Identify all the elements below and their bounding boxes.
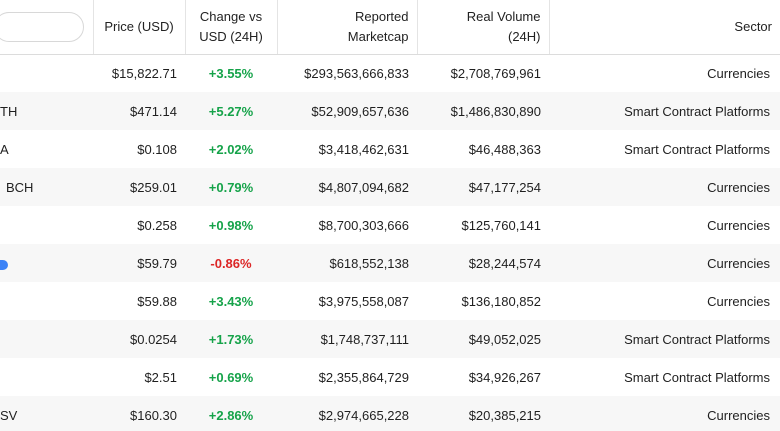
asset-name-label: BCH bbox=[6, 179, 34, 195]
table-row[interactable]: BCH $259.01 +0.79% $4,807,094,682 $47,177,25… bbox=[0, 168, 780, 206]
price-cell: $259.01 bbox=[93, 168, 185, 206]
change-cell: +1.73% bbox=[185, 320, 277, 358]
table-header-row: Price (USD) Change vs USD (24H) Reported… bbox=[0, 0, 780, 55]
change-cell: +0.69% bbox=[208, 369, 254, 385]
volume-cell: $47,177,254 bbox=[417, 168, 549, 206]
asset-name-label: A bbox=[0, 141, 9, 157]
table-row[interactable]: A $0.108 +2.02% $3,418,462,631 $46,488,363 Sm… bbox=[0, 130, 780, 168]
change-header-label-line2: USD (24H) bbox=[199, 28, 263, 44]
sector-cell: Smart Contract Platforms bbox=[624, 369, 770, 385]
volume-cell: $46,488,363 bbox=[468, 141, 541, 157]
asset-name-cell[interactable]: BCH bbox=[0, 168, 93, 206]
change-cell: -0.86% bbox=[185, 244, 277, 282]
price-cell: $15,822.71 bbox=[111, 65, 177, 81]
asset-name-cell[interactable]: SV bbox=[0, 396, 93, 431]
change-cell: +0.98% bbox=[208, 217, 254, 233]
table-row[interactable]: $59.88 +3.43% $3,975,558,087 $136,180,852 Cu… bbox=[0, 282, 780, 320]
sector-cell: Currencies bbox=[707, 217, 770, 233]
asset-name-cell[interactable] bbox=[0, 358, 93, 396]
asset-name-cell[interactable] bbox=[0, 320, 93, 358]
volume-cell: $34,926,267 bbox=[468, 369, 541, 385]
change-cell: +3.55% bbox=[208, 65, 254, 81]
volume-cell: $125,760,141 bbox=[461, 217, 541, 233]
asset-name-cell[interactable]: TH bbox=[0, 92, 93, 130]
asset-name-label: SV bbox=[0, 407, 18, 423]
change-cell: +5.27% bbox=[185, 92, 277, 130]
sector-cell: Currencies bbox=[549, 396, 780, 431]
volume-cell: $20,385,215 bbox=[417, 396, 549, 431]
table-row[interactable]: SV $160.30 +2.86% $2,974,665,228 $20,385,215… bbox=[0, 396, 780, 431]
price-cell: $0.258 bbox=[137, 217, 177, 233]
asset-name-cell[interactable] bbox=[0, 54, 93, 92]
volume-cell: $49,052,025 bbox=[417, 320, 549, 358]
price-header-label: Price (USD) bbox=[104, 18, 174, 34]
shield-icon bbox=[0, 260, 8, 271]
volume-cell: $2,708,769,961 bbox=[450, 65, 541, 81]
change-column-header[interactable]: Change vs USD (24H) bbox=[185, 0, 278, 55]
marketcap-cell: $618,552,138 bbox=[277, 244, 417, 282]
price-cell: $160.30 bbox=[93, 396, 185, 431]
name-column-header bbox=[0, 0, 94, 55]
marketcap-cell: $293,563,666,833 bbox=[304, 65, 409, 81]
sector-cell: Currencies bbox=[549, 244, 780, 282]
volume-cell: $136,180,852 bbox=[461, 293, 541, 309]
marketcap-header-label-line1: Reported bbox=[355, 8, 409, 24]
price-cell: $2.51 bbox=[144, 369, 177, 385]
asset-name-cell[interactable]: A bbox=[0, 130, 93, 168]
asset-name-label: TH bbox=[0, 103, 18, 119]
price-cell: $0.0254 bbox=[93, 320, 185, 358]
marketcap-cell: $2,355,864,729 bbox=[318, 369, 409, 385]
price-column-header[interactable]: Price (USD) bbox=[93, 0, 186, 55]
sector-cell: Smart Contract Platforms bbox=[549, 320, 780, 358]
volume-cell: $1,486,830,890 bbox=[417, 92, 549, 130]
table-row[interactable]: $59.79 -0.86% $618,552,138 $28,244,574 Curre… bbox=[0, 244, 780, 282]
sector-header-label: Sector bbox=[734, 18, 772, 34]
marketcap-column-header[interactable]: Reported Marketcap bbox=[277, 0, 418, 55]
sector-cell: Smart Contract Platforms bbox=[624, 141, 770, 157]
marketcap-cell: $8,700,303,666 bbox=[318, 217, 409, 233]
price-cell: $0.108 bbox=[137, 141, 177, 157]
change-cell: +0.79% bbox=[185, 168, 277, 206]
volume-column-header[interactable]: Real Volume (24H) bbox=[417, 0, 550, 55]
table-row[interactable]: $0.0254 +1.73% $1,748,737,111 $49,052,025 Sm… bbox=[0, 320, 780, 358]
price-cell: $59.79 bbox=[93, 244, 185, 282]
asset-name-cell[interactable] bbox=[0, 244, 93, 282]
asset-name-cell[interactable] bbox=[0, 282, 93, 320]
price-cell: $471.14 bbox=[93, 92, 185, 130]
marketcap-cell: $2,974,665,228 bbox=[277, 396, 417, 431]
marketcap-header-label-line2: Marketcap bbox=[347, 28, 409, 44]
marketcap-cell: $52,909,657,636 bbox=[277, 92, 417, 130]
marketcap-cell: $3,975,558,087 bbox=[318, 293, 409, 309]
marketcap-cell: $1,748,737,111 bbox=[277, 320, 417, 358]
sector-cell: Currencies bbox=[707, 293, 770, 309]
sector-column-header[interactable]: Sector bbox=[549, 0, 780, 55]
price-cell: $59.88 bbox=[137, 293, 177, 309]
volume-header-label-line1: Real Volume bbox=[466, 8, 541, 24]
volume-cell: $28,244,574 bbox=[417, 244, 549, 282]
volume-header-label-line2: (24H) bbox=[507, 28, 541, 44]
asset-name-cell[interactable] bbox=[0, 206, 93, 244]
sector-cell: Currencies bbox=[707, 65, 770, 81]
table-row[interactable]: $0.258 +0.98% $8,700,303,666 $125,760,141 Cu… bbox=[0, 206, 780, 244]
marketcap-cell: $4,807,094,682 bbox=[277, 168, 417, 206]
sector-cell: Smart Contract Platforms bbox=[549, 92, 780, 130]
table-row[interactable]: $2.51 +0.69% $2,355,864,729 $34,926,267 Smar… bbox=[0, 358, 780, 396]
search-input[interactable] bbox=[0, 11, 84, 42]
change-cell: +2.86% bbox=[185, 396, 277, 431]
table-row[interactable]: $15,822.71 +3.55% $293,563,666,833 $2,708,7… bbox=[0, 54, 780, 92]
change-cell: +2.02% bbox=[208, 141, 254, 157]
marketcap-cell: $3,418,462,631 bbox=[318, 141, 409, 157]
table-row[interactable]: TH $471.14 +5.27% $52,909,657,636 $1,486,830… bbox=[0, 92, 780, 130]
sector-cell: Currencies bbox=[549, 168, 780, 206]
change-cell: +3.43% bbox=[208, 293, 254, 309]
change-header-label-line1: Change vs bbox=[199, 8, 263, 24]
